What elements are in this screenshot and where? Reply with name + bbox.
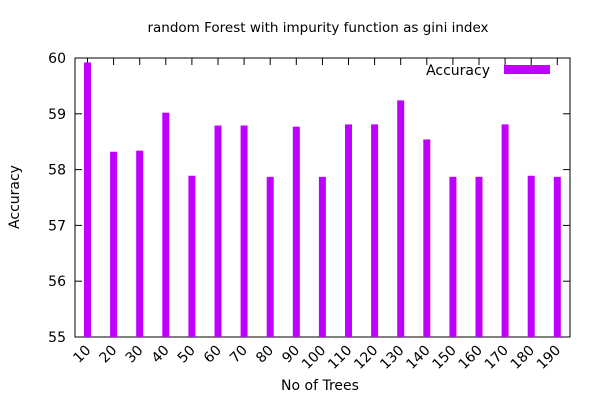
bar [371, 124, 379, 337]
bar [397, 100, 405, 338]
x-tick-label: 140 [403, 343, 433, 373]
legend-label: Accuracy [426, 63, 490, 79]
x-tick-label: 110 [325, 343, 355, 373]
x-tick-label: 70 [227, 343, 251, 367]
y-tick-label: 60 [48, 51, 66, 67]
x-tick-label: 80 [253, 343, 277, 367]
bar [475, 176, 483, 337]
bar-series [84, 62, 561, 338]
x-tick-label: 10 [70, 343, 94, 367]
x-tick-label: 30 [123, 343, 147, 367]
bar [345, 124, 352, 337]
y-axis: 55 56 57 58 59 60 [48, 51, 570, 346]
bar [449, 176, 457, 337]
x-tick-label: 160 [456, 343, 486, 373]
y-tick-label: 56 [48, 274, 66, 290]
x-tick-label: 60 [201, 343, 225, 367]
x-tick-label: 50 [175, 343, 199, 367]
bar [162, 112, 170, 338]
x-tick-label: 20 [97, 343, 121, 367]
bar [188, 175, 196, 337]
bar [240, 125, 248, 337]
bar [292, 126, 300, 337]
y-tick-label: 57 [48, 218, 66, 234]
x-tick-label: 40 [149, 343, 173, 367]
bar [527, 175, 535, 337]
bar [214, 125, 222, 337]
bar [84, 62, 91, 338]
bar [318, 176, 326, 337]
x-tick-label: 100 [299, 343, 329, 373]
x-axis: 10 20 30 40 50 60 70 80 901001101201301401501601… [70, 58, 564, 373]
x-tick-label: 150 [430, 343, 460, 373]
bar [553, 176, 561, 337]
chart-title: random Forest with impurity function as … [147, 20, 488, 36]
bar [136, 150, 144, 337]
bar [501, 124, 509, 337]
y-axis-title: Accuracy [7, 165, 23, 229]
bar [110, 151, 118, 337]
y-tick-label: 58 [48, 163, 66, 179]
legend-swatch [504, 65, 550, 74]
x-tick-label: 190 [534, 343, 564, 373]
y-tick-label: 59 [48, 107, 66, 123]
x-tick-label: 130 [377, 343, 407, 373]
x-tick-label: 180 [508, 343, 538, 373]
legend: Accuracy [426, 63, 550, 79]
x-axis-title: No of Trees [281, 378, 359, 394]
bar [266, 176, 274, 337]
y-tick-label: 55 [48, 330, 66, 346]
bar [423, 139, 431, 337]
x-tick-label: 170 [482, 343, 512, 373]
x-tick-label: 120 [351, 343, 381, 373]
